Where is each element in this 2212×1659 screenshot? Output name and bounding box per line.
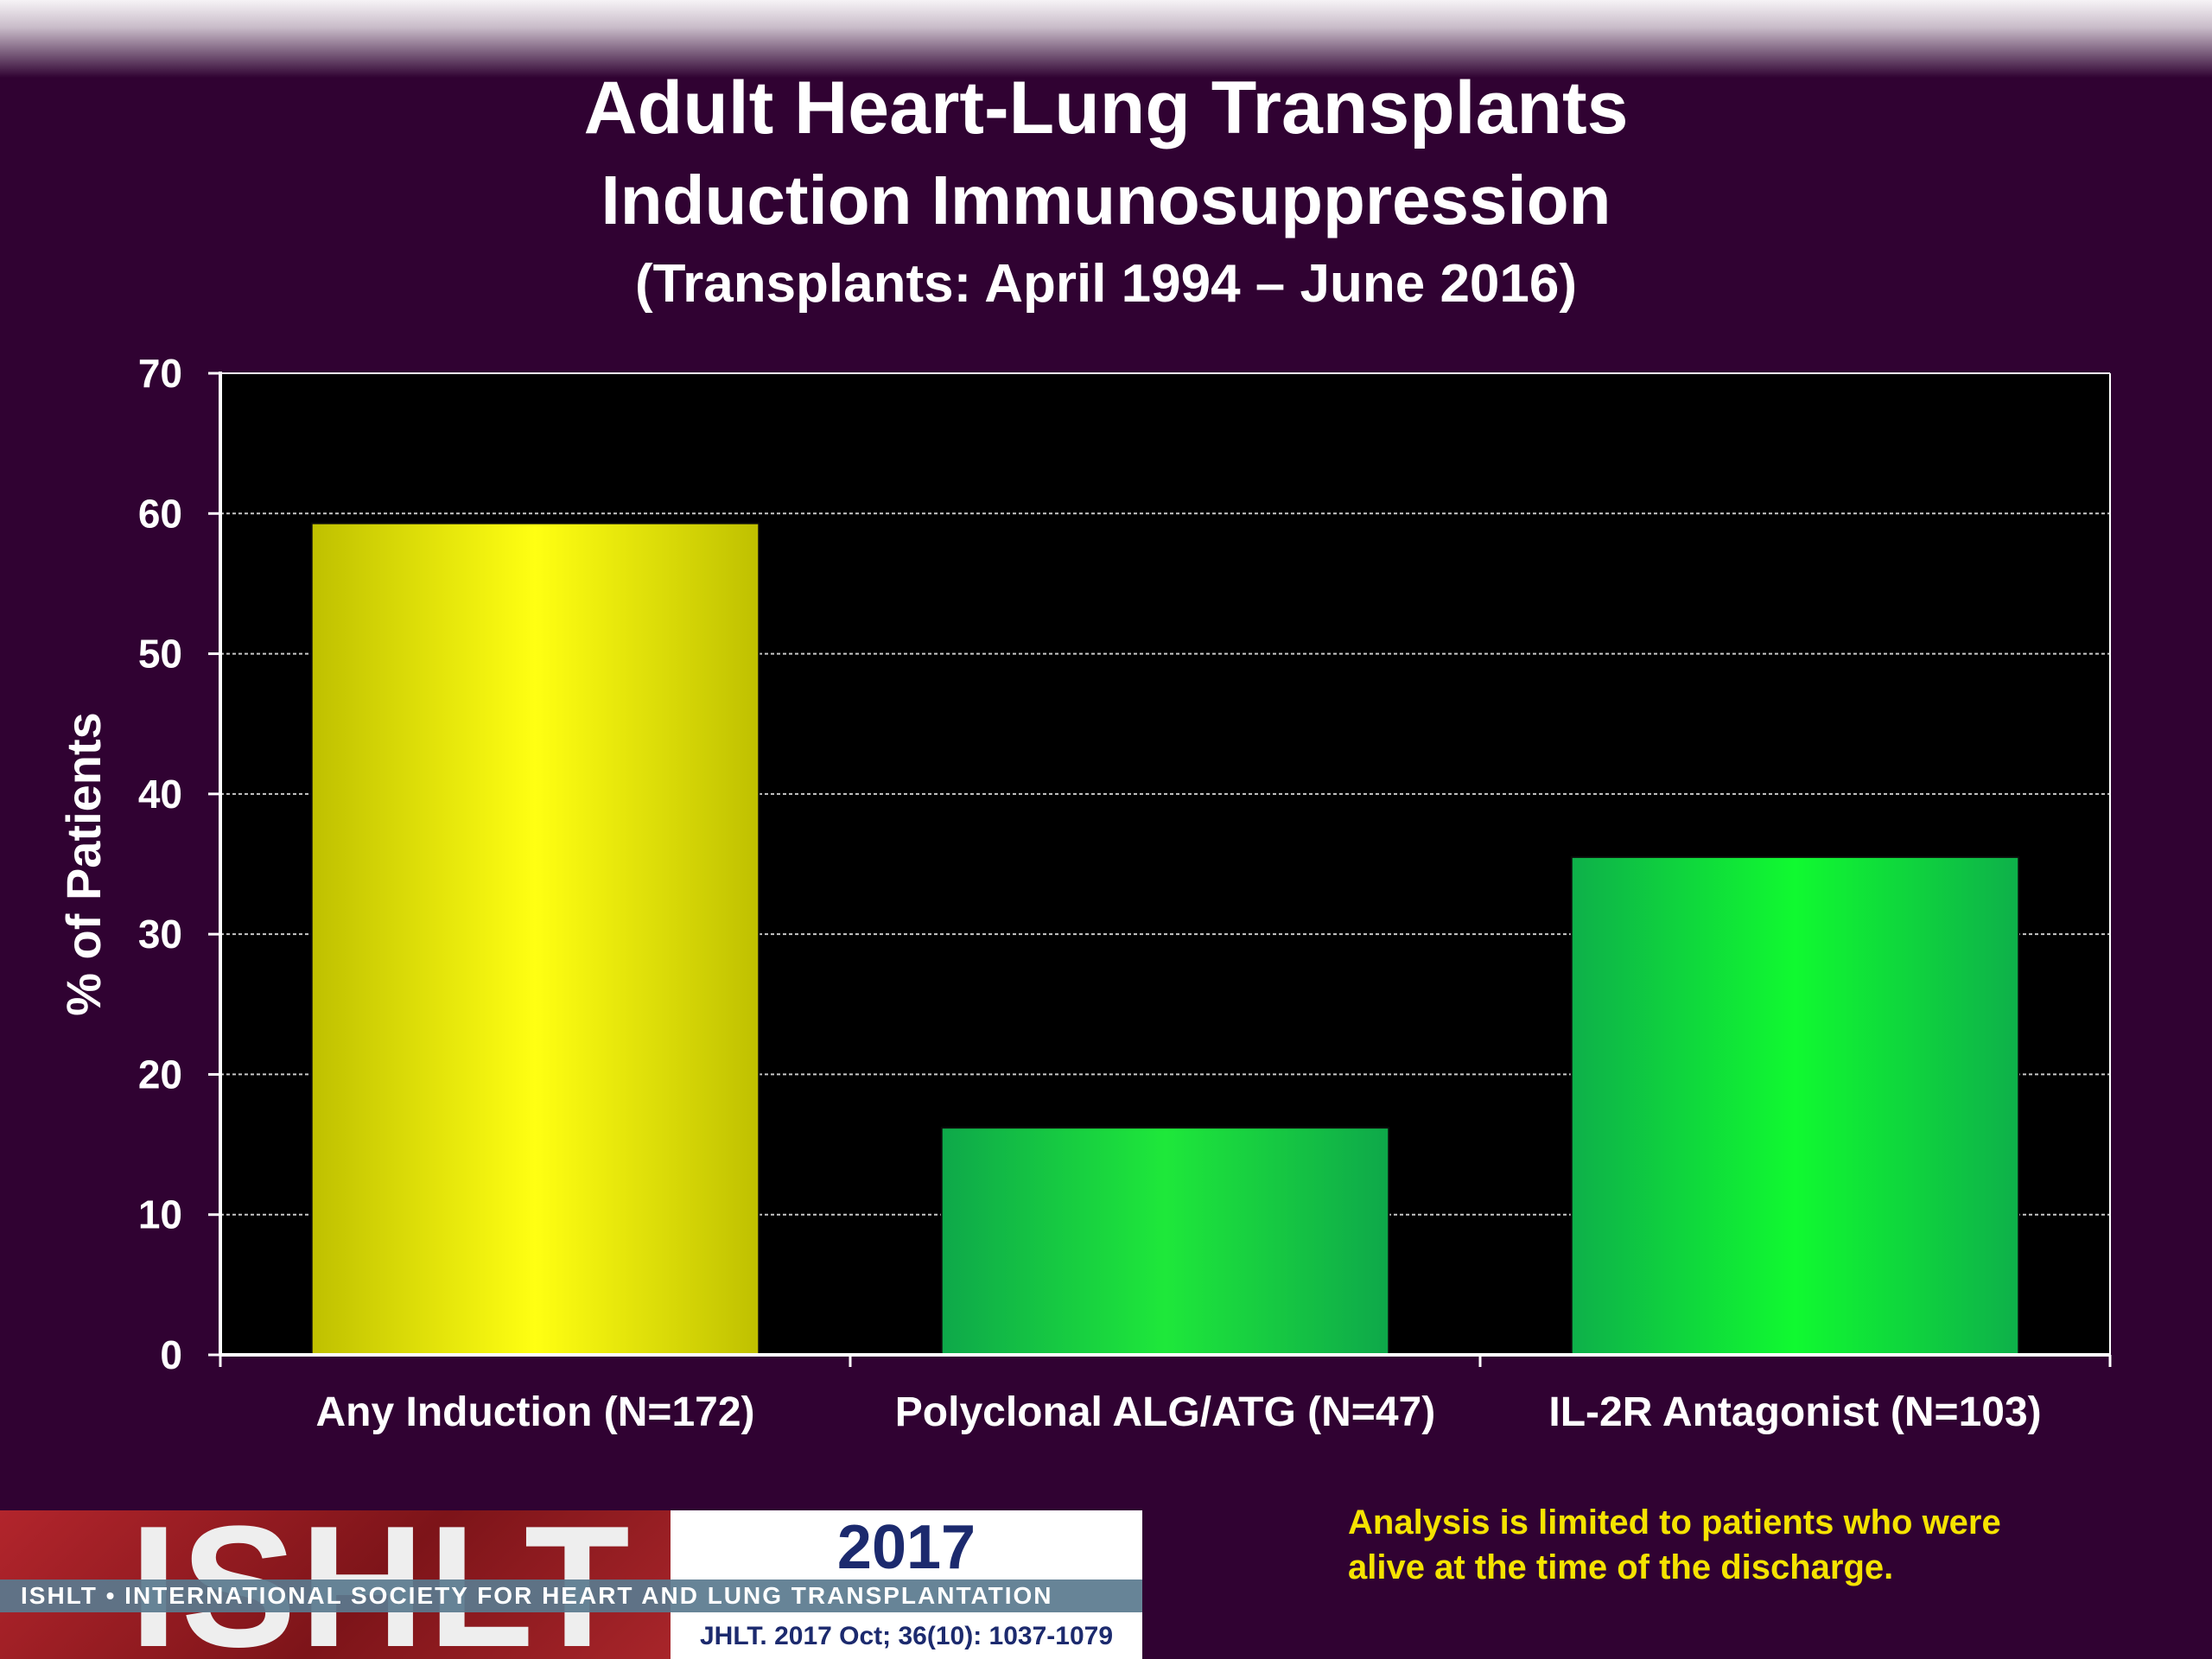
y-tick-label: 70 [138, 351, 182, 396]
y-tick-label: 0 [160, 1332, 182, 1377]
chart-subtitle: Induction Immunosuppression [601, 162, 1611, 238]
y-tick-label: 50 [138, 632, 182, 677]
logo-band [0, 1580, 1142, 1612]
analysis-note: Analysis is limited to patients who were… [1348, 1500, 2126, 1590]
analysis-note-line-1: Analysis is limited to patients who were [1348, 1503, 2001, 1541]
chart-title: Adult Heart-Lung Transplants [583, 67, 1629, 149]
bar-2 [940, 1127, 1390, 1357]
x-category-label: Polyclonal ALG/ATG (N=47) [895, 1389, 1435, 1435]
y-tick-label: 20 [138, 1052, 182, 1096]
top-gradient-band [0, 0, 2212, 78]
analysis-note-line-2: alive at the time of the discharge. [1348, 1548, 1894, 1586]
y-tick-label: 40 [138, 772, 182, 817]
y-tick-label: 60 [138, 491, 182, 536]
logo-band-text: ISHLT • INTERNATIONAL SOCIETY FOR HEART … [21, 1582, 1053, 1609]
bar-1 [310, 522, 760, 1356]
ishlt-logo: ISHLT 2017 ISHLT • INTERNATIONAL SOCIETY… [0, 1510, 1142, 1659]
x-category-label: IL-2R Antagonist (N=103) [1548, 1389, 2041, 1435]
chart-titles: Adult Heart-Lung Transplants Induction I… [0, 60, 2212, 323]
journal-reference: JHLT. 2017 Oct; 36(10): 1037-1079 [699, 1622, 1114, 1650]
x-category-label: Any Induction (N=172) [315, 1389, 754, 1435]
logo-year: 2017 [836, 1513, 976, 1582]
chart-date-range: (Transplants: April 1994 – June 2016) [634, 254, 1578, 314]
bar-3 [1570, 855, 2020, 1356]
y-tick-label: 10 [138, 1192, 182, 1237]
y-tick-label: 30 [138, 912, 182, 957]
y-axis-label: % of Patients [56, 712, 111, 1016]
